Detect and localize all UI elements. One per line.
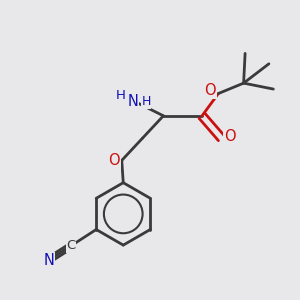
Text: H: H (115, 88, 125, 101)
Text: O: O (224, 129, 236, 144)
Text: H: H (141, 95, 151, 108)
Text: O: O (109, 153, 120, 168)
Text: O: O (204, 83, 216, 98)
Text: C: C (66, 239, 76, 252)
Text: N: N (43, 253, 54, 268)
Text: N: N (127, 94, 138, 110)
